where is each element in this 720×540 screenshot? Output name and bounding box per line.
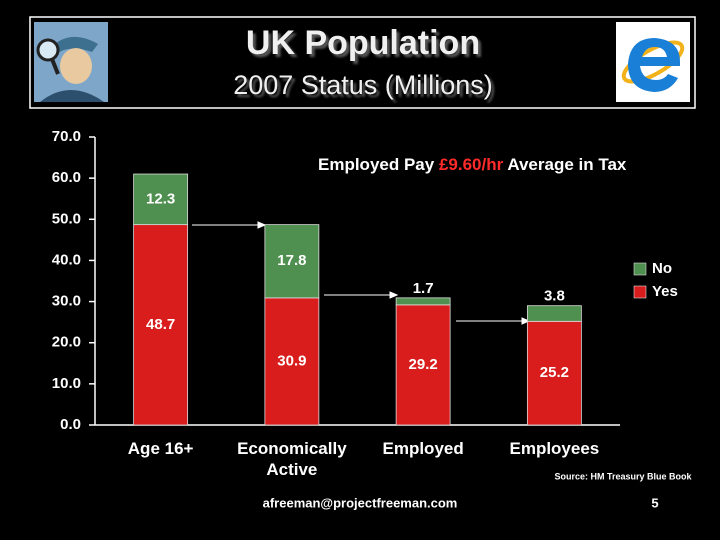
annotation-highlight: £9.60/hr <box>438 155 504 174</box>
x-tick-label: Employed <box>382 439 464 458</box>
y-tick-label: 70.0 <box>52 128 81 145</box>
bar-segment <box>133 173 189 226</box>
data-label: 25.2 <box>540 364 569 381</box>
bar-segment <box>526 320 582 426</box>
legend-label: Yes <box>652 283 678 300</box>
annotation: Employed Pay £9.60/hr Average in Tax <box>318 155 626 175</box>
data-label: 12.3 <box>146 190 175 207</box>
y-tick-label: 10.0 <box>52 375 81 392</box>
chart-subtitle: 2007 Status (Millions) <box>233 70 493 100</box>
bar-segment <box>526 305 582 322</box>
legend-label: No <box>652 260 672 277</box>
data-label: 17.8 <box>277 252 306 269</box>
y-tick-label: 50.0 <box>52 210 81 227</box>
y-tick-label: 40.0 <box>52 251 81 268</box>
y-tick-label: 20.0 <box>52 334 81 351</box>
bar-segment <box>133 224 189 426</box>
data-label: 29.2 <box>409 356 438 373</box>
y-tick-label: 60.0 <box>52 169 81 186</box>
data-label: 48.7 <box>146 316 175 333</box>
annotation-text: Employed Pay <box>318 155 435 174</box>
legend-swatch <box>633 285 647 299</box>
x-tick-label: Employees <box>509 439 600 458</box>
ie-logo <box>616 22 690 102</box>
legend-swatch <box>633 262 647 276</box>
arrows <box>192 221 531 325</box>
data-label: 3.8 <box>544 288 565 305</box>
data-label: 1.7 <box>413 280 434 297</box>
source-note: Source: HM Treasury Blue Book <box>554 471 692 481</box>
data-label: 30.9 <box>277 352 306 369</box>
y-tick-label: 30.0 <box>52 293 81 310</box>
bar-segment <box>264 224 320 299</box>
chart-title: UK Population <box>246 24 480 62</box>
footer: afreeman@projectfreeman.com <box>263 495 458 510</box>
x-tick-label: Economically Active <box>237 439 347 479</box>
page-number: 5 <box>651 495 658 510</box>
bar-segment <box>264 297 320 426</box>
x-tick-label: Age 16+ <box>127 439 194 458</box>
y-tick-label: 0.0 <box>60 416 81 433</box>
title-box <box>29 16 696 109</box>
bar-segment <box>395 304 451 426</box>
annotation-text: Average in Tax <box>507 155 627 174</box>
bar-segment <box>395 297 451 306</box>
detective-icon <box>34 22 108 102</box>
